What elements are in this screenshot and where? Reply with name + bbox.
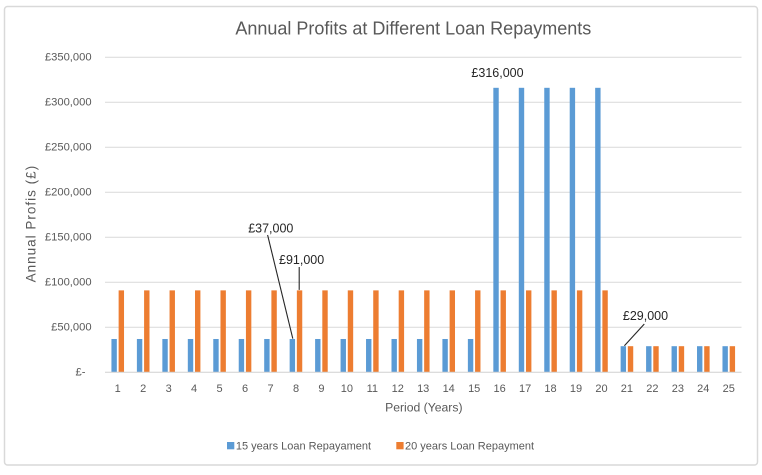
svg-text:8: 8: [293, 383, 299, 395]
svg-text:22: 22: [646, 383, 658, 395]
svg-text:£150,000: £150,000: [45, 232, 92, 244]
svg-text:16: 16: [493, 383, 505, 395]
svg-text:£50,000: £50,000: [51, 322, 91, 334]
svg-text:£-: £-: [76, 367, 86, 379]
svg-text:£200,000: £200,000: [45, 187, 92, 199]
svg-text:4: 4: [191, 383, 197, 395]
svg-text:20: 20: [595, 383, 607, 395]
svg-text:14: 14: [443, 383, 455, 395]
svg-text:£316,000: £316,000: [471, 66, 523, 80]
svg-text:24: 24: [697, 383, 709, 395]
svg-text:£37,000: £37,000: [248, 222, 293, 236]
svg-text:9: 9: [318, 383, 324, 395]
svg-text:12: 12: [392, 383, 404, 395]
svg-text:7: 7: [267, 383, 273, 395]
svg-text:23: 23: [672, 383, 684, 395]
svg-text:Annual Profis (£): Annual Profis (£): [23, 165, 38, 283]
svg-text:11: 11: [367, 383, 378, 395]
svg-text:Annual Profits at Different Lo: Annual Profits at Different Loan Repayme…: [235, 19, 591, 39]
svg-text:15: 15: [468, 383, 480, 395]
svg-text:21: 21: [621, 383, 633, 395]
svg-text:£100,000: £100,000: [45, 277, 92, 289]
svg-text:17: 17: [519, 383, 531, 395]
svg-text:£29,000: £29,000: [623, 309, 668, 323]
svg-text:£91,000: £91,000: [279, 253, 324, 267]
svg-text:2: 2: [140, 383, 146, 395]
svg-text:£250,000: £250,000: [45, 142, 92, 154]
svg-text:1: 1: [115, 383, 121, 395]
svg-text:£350,000: £350,000: [45, 52, 92, 64]
svg-text:6: 6: [242, 383, 248, 395]
svg-text:Period (Years): Period (Years): [385, 401, 462, 415]
svg-text:3: 3: [166, 383, 172, 395]
svg-text:15 years Loan Repayament: 15 years Loan Repayament: [236, 441, 371, 453]
svg-text:£300,000: £300,000: [45, 97, 92, 109]
svg-text:10: 10: [341, 383, 353, 395]
svg-text:5: 5: [217, 383, 223, 395]
svg-text:13: 13: [417, 383, 429, 395]
svg-text:18: 18: [544, 383, 556, 395]
svg-text:20 years Loan Repayment: 20 years Loan Repayment: [405, 441, 534, 453]
svg-text:19: 19: [570, 383, 582, 395]
svg-text:25: 25: [723, 383, 735, 395]
